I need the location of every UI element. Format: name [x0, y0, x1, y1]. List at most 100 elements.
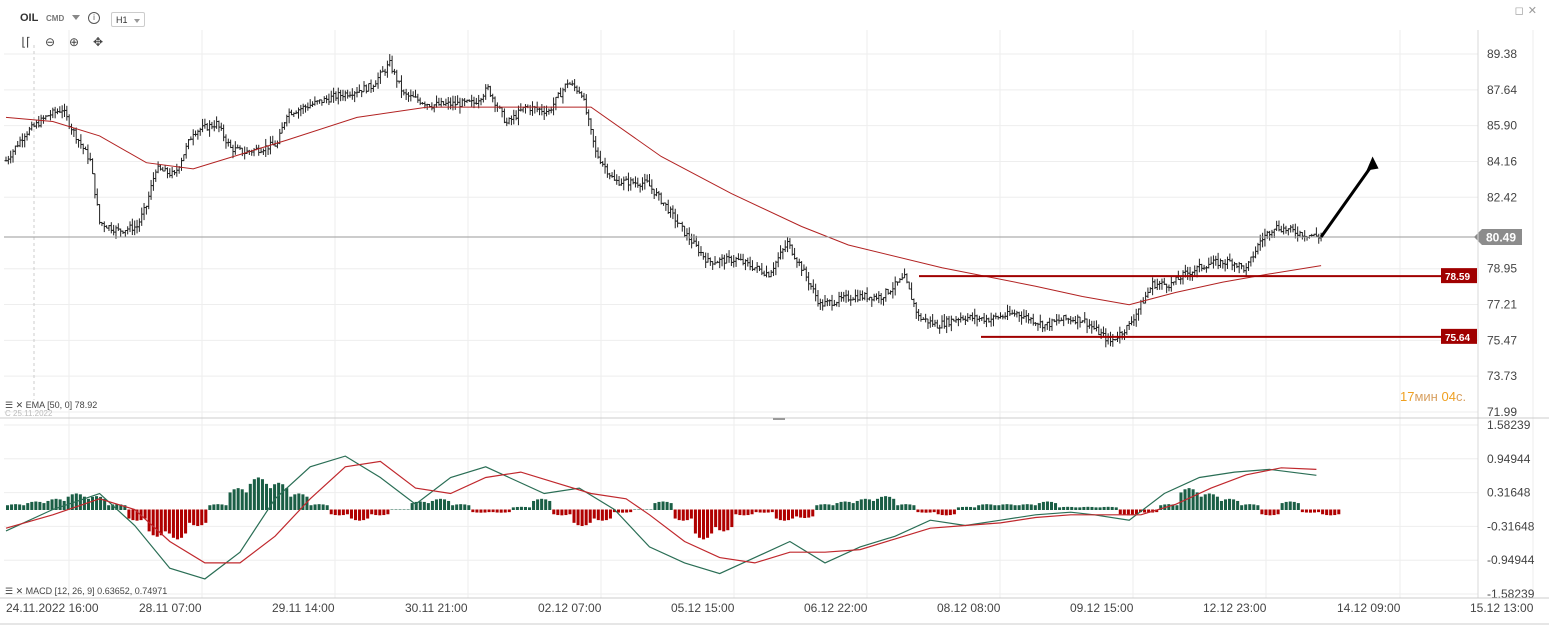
- candles-icon[interactable]: ⌊⌈: [21, 35, 31, 49]
- macd-histogram-bar: [871, 500, 875, 510]
- ohlc-bar: [156, 161, 160, 174]
- ohlc-bar: [701, 251, 705, 260]
- ohlc-bar: [1235, 263, 1239, 269]
- macd-histogram-bar: [1215, 496, 1219, 510]
- ohlc-bar: [793, 247, 797, 260]
- macd-histogram-bar: [212, 504, 216, 510]
- ohlc-bar: [444, 98, 448, 107]
- ohlc-bar: [865, 287, 869, 303]
- ohlc-bar: [182, 154, 186, 162]
- y-tick-label: 73.73: [1487, 369, 1517, 383]
- ohlc-bar: [935, 319, 939, 329]
- level-label: 78.59: [1445, 272, 1470, 283]
- ohlc-bar: [1087, 319, 1091, 329]
- macd-histogram-bar: [552, 509, 556, 515]
- timeframe-select[interactable]: H1: [111, 12, 145, 27]
- ohlc-bar: [208, 120, 212, 137]
- chart-grid: [4, 30, 1534, 598]
- ohlc-bar: [1134, 308, 1138, 327]
- ohlc-bar: [903, 268, 907, 279]
- ohlc-bar: [891, 282, 895, 299]
- ohlc-bar: [399, 75, 403, 99]
- macd-histogram-bar: [341, 509, 345, 516]
- ohlc-bar: [512, 109, 516, 125]
- ohlc-bar: [385, 60, 389, 78]
- ohlc-bar: [116, 223, 120, 231]
- macd-histogram-bar: [78, 494, 82, 510]
- zoom-out-icon[interactable]: ⊖: [44, 35, 56, 49]
- ohlc-bar: [687, 227, 691, 245]
- macd-histogram-bar: [689, 509, 693, 519]
- macd-indicator-label[interactable]: ☰ ✕ MACD [12, 26, 9] 0.63652, 0.74971: [5, 586, 167, 597]
- macd-histogram-bar: [940, 509, 944, 516]
- macd-histogram-bar: [1005, 504, 1009, 510]
- ohlc-bar: [671, 205, 675, 220]
- macd-histogram-bar: [487, 509, 491, 513]
- macd-histogram-bar: [390, 509, 394, 510]
- ohlc-bar: [109, 222, 113, 234]
- macd-histogram-bar: [697, 509, 701, 538]
- macd-histogram-bar: [34, 501, 38, 510]
- chevron-down-icon[interactable]: [72, 15, 80, 20]
- macd-histogram-bar: [313, 504, 317, 510]
- macd-histogram-bar: [762, 509, 766, 513]
- current-price-badge: 80.49: [1474, 229, 1522, 246]
- ohlc-bar: [570, 80, 574, 86]
- ohlc-bar: [648, 173, 651, 187]
- macd-histogram-bar: [46, 500, 50, 510]
- ohlc-bar: [60, 105, 64, 119]
- ohlc-bar: [1148, 287, 1152, 293]
- close-icon[interactable]: ✕: [15, 400, 24, 410]
- macd-histogram-bar: [1070, 506, 1074, 510]
- x-tick-label: 09.12 15:00: [1070, 601, 1134, 615]
- macd-histogram-bar: [880, 496, 884, 510]
- symbol-name[interactable]: OIL: [20, 12, 39, 24]
- macd-histogram-bar: [649, 509, 653, 510]
- ohlc-bar: [622, 176, 626, 191]
- timer-sec-unit: с.: [1455, 389, 1467, 404]
- ohlc-bar: [591, 129, 595, 148]
- ohlc-bar: [676, 214, 680, 228]
- macd-histogram-bar: [171, 509, 175, 538]
- ohlc-bar: [851, 297, 855, 301]
- macd-histogram-bar: [6, 505, 10, 510]
- ohlc-bar: [168, 168, 172, 178]
- ohlc-bar: [1317, 233, 1321, 244]
- macd-histogram-bar: [1207, 493, 1211, 510]
- ohlc-bar: [1006, 304, 1010, 321]
- close-icon[interactable]: ✕: [1527, 5, 1537, 17]
- crosshair-icon[interactable]: ✥: [92, 35, 104, 49]
- ema-label-text: EMA [50, 0] 78.92: [25, 400, 98, 410]
- macd-histogram-bar: [1260, 509, 1264, 515]
- ohlc-bar: [720, 254, 724, 267]
- macd-histogram-bar: [985, 504, 989, 510]
- zoom-in-icon[interactable]: ⊕: [68, 35, 80, 49]
- macd-histogram-bar: [430, 500, 434, 510]
- macd-histogram-bar: [1021, 504, 1025, 510]
- macd-histogram-bar: [912, 505, 916, 510]
- ohlc-bar: [994, 312, 998, 320]
- macd-histogram-bar: [370, 509, 374, 515]
- ohlc-bar: [650, 179, 654, 194]
- macd-histogram-bar: [1236, 500, 1240, 510]
- ohlc-bar: [219, 122, 223, 131]
- ohlc-bar: [1008, 305, 1012, 317]
- macd-histogram-bar: [491, 509, 495, 513]
- ohlc-bar: [493, 96, 497, 113]
- close-icon[interactable]: ✕: [15, 586, 24, 596]
- macd-histogram-bar: [151, 509, 155, 536]
- ohlc-bar: [643, 173, 647, 190]
- ohlc-bar: [949, 315, 953, 332]
- macd-histogram-bar: [900, 504, 904, 510]
- ohlc-bar: [500, 107, 504, 118]
- macd-histogram-bar: [1280, 503, 1284, 510]
- ema-indicator-label[interactable]: ☰ ✕ EMA [50, 0] 78.92: [5, 400, 97, 411]
- ohlc-bar: [626, 172, 630, 192]
- ohlc-bar: [947, 315, 951, 328]
- ohlc-bar: [1268, 230, 1272, 241]
- ohlc-bar: [727, 250, 731, 263]
- restore-icon[interactable]: ◻: [1514, 5, 1524, 17]
- y-tick-label: 1.58239: [1487, 418, 1531, 432]
- info-icon[interactable]: i: [88, 12, 100, 24]
